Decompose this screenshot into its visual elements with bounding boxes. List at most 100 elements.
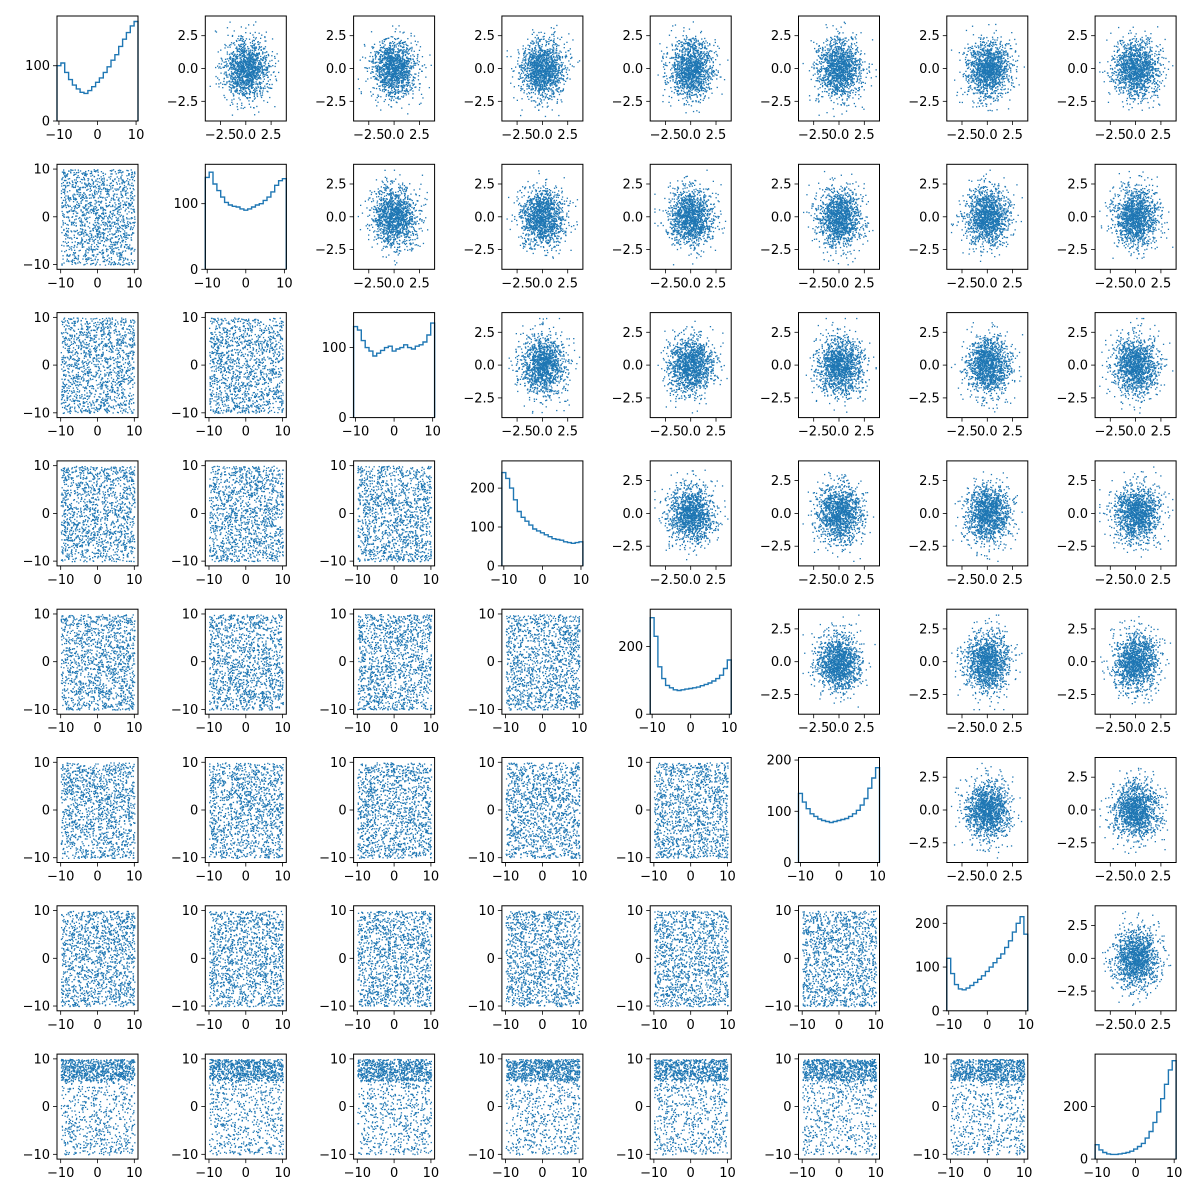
scatter-point xyxy=(404,74,405,75)
scatter-point xyxy=(405,91,406,92)
scatter-point xyxy=(397,98,398,99)
scatter-point xyxy=(390,92,391,93)
scatter-points xyxy=(210,21,280,116)
scatter-point xyxy=(406,68,407,69)
scatter-point xyxy=(235,81,236,82)
scatter-point xyxy=(268,81,269,82)
scatter-point xyxy=(242,47,243,48)
scatter-point xyxy=(260,93,261,94)
scatter-point xyxy=(239,40,240,41)
scatter-point xyxy=(229,68,230,69)
scatter-point xyxy=(259,69,260,70)
scatter-point xyxy=(270,66,271,67)
scatter-point xyxy=(232,85,233,86)
scatter-point xyxy=(397,65,398,66)
scatter-point xyxy=(230,57,231,58)
scatter-point xyxy=(264,86,265,87)
y-tick-label: 2.5 xyxy=(178,29,199,44)
scatter-point xyxy=(231,73,232,74)
scatter-point xyxy=(275,66,276,67)
scatter-point xyxy=(234,54,235,55)
scatter-point xyxy=(235,48,236,49)
scatter-point xyxy=(247,61,248,62)
scatter-point xyxy=(376,73,377,74)
scatter-point xyxy=(245,32,246,33)
scatter-point xyxy=(373,63,374,64)
scatter-point xyxy=(257,73,258,74)
scatter-point xyxy=(244,87,245,88)
scatter-point xyxy=(224,62,225,63)
scatter-point xyxy=(406,74,407,75)
scatter-point xyxy=(384,91,385,92)
scatter-point xyxy=(264,62,265,63)
scatter-point xyxy=(226,81,227,82)
scatter-point xyxy=(250,50,251,51)
scatter-point xyxy=(408,93,409,94)
scatter-point xyxy=(242,49,243,50)
scatter-point xyxy=(254,51,255,52)
scatter-point xyxy=(264,88,265,89)
scatter-point xyxy=(249,68,250,69)
scatter-point xyxy=(398,91,399,92)
scatter-point xyxy=(401,85,402,86)
scatter-point xyxy=(395,86,396,87)
scatter-point xyxy=(227,51,228,52)
scatter-point xyxy=(230,66,231,67)
scatter-point xyxy=(228,70,229,71)
scatter-point xyxy=(403,87,404,88)
scatter-point xyxy=(234,55,235,56)
scatter-point xyxy=(411,35,412,36)
scatter-point xyxy=(231,42,232,43)
scatter-point xyxy=(246,52,247,53)
scatter-point xyxy=(376,88,377,89)
scatter-point xyxy=(255,62,256,63)
scatter-point xyxy=(263,81,264,82)
scatter-point xyxy=(411,66,412,67)
scatter-point xyxy=(391,98,392,99)
scatter-point xyxy=(393,100,394,101)
scatter-point xyxy=(257,94,258,95)
scatter-point xyxy=(383,66,384,67)
scatter-point xyxy=(268,54,269,55)
scatter-point xyxy=(245,68,246,69)
scatter-point xyxy=(238,36,239,37)
scatter-point xyxy=(266,83,267,84)
scatter-point xyxy=(229,58,230,59)
scatter-point xyxy=(239,45,240,46)
scatter-point xyxy=(249,91,250,92)
scatter-point xyxy=(248,89,249,90)
scatter-point xyxy=(242,79,243,80)
scatter-point xyxy=(402,50,403,51)
scatter-point xyxy=(263,100,264,101)
scatter-point xyxy=(232,67,233,68)
scatter-point xyxy=(231,87,232,88)
scatter-point xyxy=(387,38,388,39)
scatter-point xyxy=(255,76,256,77)
scatter-point xyxy=(383,70,384,71)
scatter-point xyxy=(244,43,245,44)
x-tick-label: 10 xyxy=(128,128,145,143)
scatter-point xyxy=(243,76,244,77)
scatter-point xyxy=(390,106,391,107)
scatter-point xyxy=(377,84,378,85)
scatter-point xyxy=(383,76,384,77)
scatter-point xyxy=(235,54,236,55)
scatter-point xyxy=(238,51,239,52)
scatter-point xyxy=(249,75,250,76)
scatter-point xyxy=(264,52,265,53)
scatter-point xyxy=(247,72,248,73)
scatter-point xyxy=(253,67,254,68)
scatter-point xyxy=(418,79,419,80)
scatter-point xyxy=(255,70,256,71)
scatter-point xyxy=(240,55,241,56)
scatter-point xyxy=(374,88,375,89)
scatter-point xyxy=(236,70,237,71)
scatter-point xyxy=(387,68,388,69)
scatter-point xyxy=(229,22,230,23)
scatter-point xyxy=(419,87,420,88)
scatter-point xyxy=(228,60,229,61)
scatter-point xyxy=(239,62,240,63)
scatter-point xyxy=(262,71,263,72)
scatter-point xyxy=(244,66,245,67)
scatter-point xyxy=(254,48,255,49)
